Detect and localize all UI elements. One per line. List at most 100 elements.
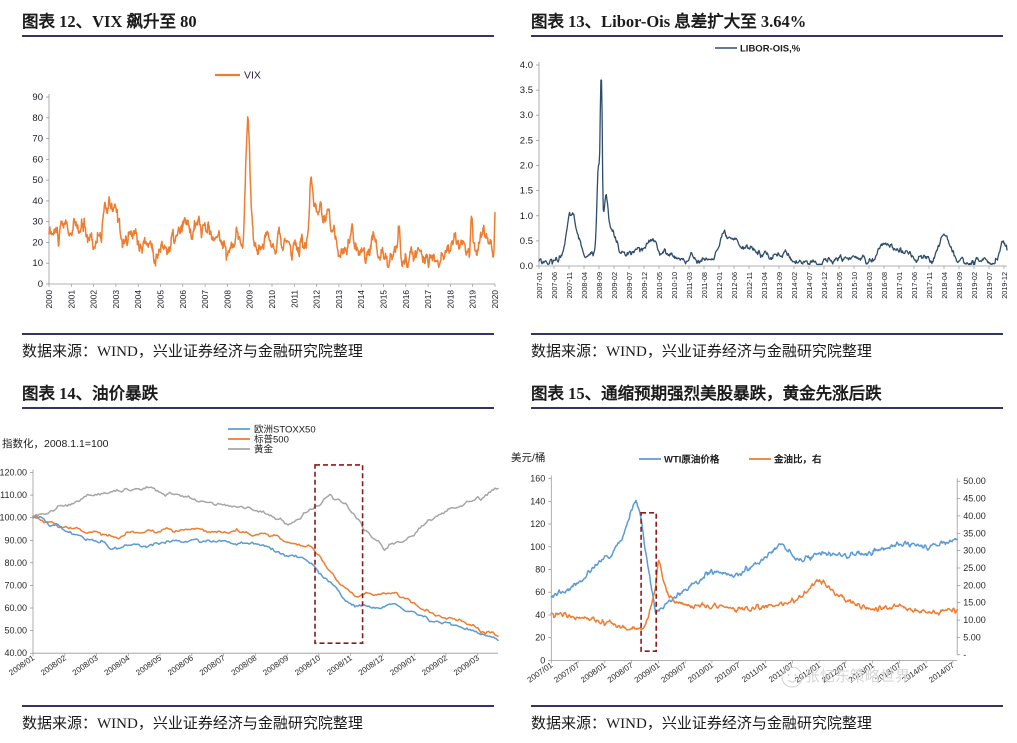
svg-text:2008/01: 2008/01 [579, 660, 608, 684]
svg-text:2016-08: 2016-08 [880, 272, 889, 299]
svg-text:2019: 2019 [468, 290, 478, 309]
svg-text:2008/02: 2008/02 [39, 653, 68, 677]
svg-text:2008-09: 2008-09 [595, 272, 604, 299]
svg-text:2013-04: 2013-04 [760, 272, 769, 299]
svg-text:2008/04: 2008/04 [103, 653, 132, 677]
svg-text:2008/07: 2008/07 [606, 660, 635, 684]
svg-text:0.5: 0.5 [520, 236, 533, 247]
svg-text:2020: 2020 [490, 290, 500, 309]
svg-text:35.00: 35.00 [963, 528, 986, 538]
svg-text:1.0: 1.0 [520, 211, 533, 222]
svg-text:2015-05: 2015-05 [835, 272, 844, 299]
svg-text:2009/01: 2009/01 [388, 653, 417, 677]
svg-text:120: 120 [530, 519, 545, 529]
svg-text:20.00: 20.00 [963, 580, 986, 590]
svg-text:70: 70 [32, 134, 43, 145]
svg-text:2007-01: 2007-01 [535, 272, 544, 299]
svg-text:45.00: 45.00 [963, 494, 986, 504]
svg-text:2019-02: 2019-02 [970, 272, 979, 299]
svg-text:2009-07: 2009-07 [625, 272, 634, 299]
svg-text:2010/01: 2010/01 [686, 660, 715, 684]
svg-text:0.0: 0.0 [520, 261, 533, 272]
svg-text:2010-10: 2010-10 [670, 272, 679, 299]
svg-text:2011-08: 2011-08 [700, 272, 709, 298]
svg-text:2003: 2003 [111, 290, 121, 309]
svg-text:60.00: 60.00 [4, 603, 27, 613]
svg-text:3.0: 3.0 [520, 110, 533, 121]
svg-text:2019-12: 2019-12 [1000, 272, 1009, 299]
svg-text:2008/09: 2008/09 [261, 653, 290, 677]
svg-text:2014: 2014 [356, 290, 366, 309]
svg-text:-: - [963, 650, 966, 660]
svg-text:2012: 2012 [312, 290, 322, 309]
svg-text:WTI原油价格: WTI原油价格 [664, 453, 720, 465]
svg-text:2011/01: 2011/01 [740, 660, 769, 684]
svg-text:2012-06: 2012-06 [730, 272, 739, 299]
svg-text:2009/07: 2009/07 [659, 660, 688, 684]
svg-text:2014/07: 2014/07 [927, 660, 956, 684]
svg-text:30: 30 [32, 217, 43, 228]
svg-text:指数化，2008.1.1=100: 指数化，2008.1.1=100 [2, 437, 109, 450]
svg-text:40: 40 [535, 610, 545, 620]
svg-text:2017-06: 2017-06 [910, 272, 919, 299]
svg-text:2007: 2007 [200, 290, 210, 309]
svg-text:黄金: 黄金 [254, 443, 274, 455]
svg-text:2018-09: 2018-09 [955, 272, 964, 299]
svg-text:2000: 2000 [44, 290, 54, 309]
svg-text:美元/桶: 美元/桶 [511, 451, 545, 464]
svg-text:2005: 2005 [156, 290, 166, 309]
svg-text:40.00: 40.00 [963, 511, 986, 521]
svg-text:2016: 2016 [401, 290, 411, 309]
svg-text:2007-11: 2007-11 [565, 272, 574, 298]
svg-text:80: 80 [535, 565, 545, 575]
svg-text:2014-07: 2014-07 [805, 272, 814, 299]
svg-text:120.00: 120.00 [0, 468, 27, 478]
svg-text:50: 50 [32, 175, 43, 186]
svg-text:2011-03: 2011-03 [685, 272, 694, 298]
svg-text:2008/11: 2008/11 [325, 653, 354, 677]
svg-text:2010: 2010 [267, 290, 277, 309]
svg-text:100: 100 [530, 542, 545, 552]
svg-text:2001: 2001 [66, 290, 76, 309]
svg-text:10: 10 [32, 258, 43, 269]
svg-text:2013-09: 2013-09 [775, 272, 784, 299]
svg-text:2008/08: 2008/08 [230, 653, 259, 677]
svg-text:2006: 2006 [178, 290, 188, 309]
svg-text:2009/01: 2009/01 [633, 660, 662, 684]
svg-text:70.00: 70.00 [4, 580, 27, 590]
svg-text:2014-12: 2014-12 [820, 272, 829, 299]
svg-text:3.5: 3.5 [520, 85, 533, 96]
svg-text:80: 80 [32, 113, 43, 124]
svg-text:50.00: 50.00 [963, 476, 986, 486]
svg-text:2004: 2004 [133, 290, 143, 309]
svg-text:2010/07: 2010/07 [713, 660, 742, 684]
svg-text:2008/06: 2008/06 [166, 653, 195, 677]
svg-text:1.5: 1.5 [520, 186, 533, 197]
svg-text:VIX: VIX [244, 70, 261, 82]
svg-text:2008/07: 2008/07 [198, 653, 227, 677]
svg-text:15.00: 15.00 [963, 598, 986, 608]
svg-text:30.00: 30.00 [963, 546, 986, 556]
svg-text:2018-04: 2018-04 [940, 272, 949, 299]
svg-text:20: 20 [535, 633, 545, 643]
svg-text:2.0: 2.0 [520, 161, 533, 172]
svg-text:2007-06: 2007-06 [550, 272, 559, 299]
svg-text:2016-03: 2016-03 [865, 272, 874, 299]
svg-text:2009/02: 2009/02 [420, 653, 449, 677]
svg-text:2017-11: 2017-11 [925, 272, 934, 298]
svg-text:2017-01: 2017-01 [895, 272, 904, 299]
svg-text:5.00: 5.00 [963, 632, 981, 642]
svg-text:140: 140 [530, 496, 545, 506]
svg-text:2017: 2017 [423, 290, 433, 309]
svg-text:2015: 2015 [379, 290, 389, 309]
svg-text:2008/12: 2008/12 [357, 653, 386, 677]
svg-text:90: 90 [32, 92, 43, 103]
svg-text:2011: 2011 [289, 290, 299, 308]
svg-text:2018: 2018 [445, 290, 455, 309]
svg-text:2014-02: 2014-02 [790, 272, 799, 299]
svg-text:50.00: 50.00 [4, 626, 27, 636]
svg-text:4.0: 4.0 [520, 60, 533, 71]
svg-text:金油比，右: 金油比，右 [773, 453, 822, 465]
svg-text:2002: 2002 [89, 290, 99, 309]
svg-text:2013: 2013 [334, 290, 344, 309]
